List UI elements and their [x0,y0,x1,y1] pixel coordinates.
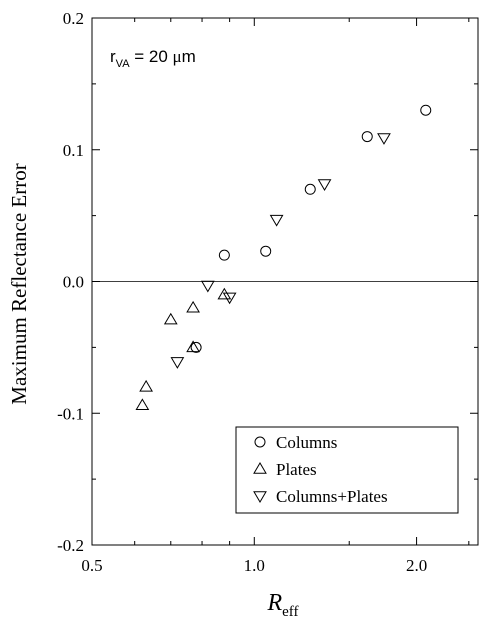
x-axis-title: Reff [266,590,298,620]
data-point-columns [420,104,432,116]
legend-marker-columns-plates [253,491,267,503]
data-point-columns [218,249,230,261]
legend-marker-plates [253,462,267,474]
y-tick-label: -0.2 [57,536,84,555]
annotation-symbol: r [110,47,116,66]
axes: -0.2 -0.1 0.0 0.1 0.2 0.5 1.0 2.0 [57,9,479,575]
data-point-plates [186,340,200,353]
data-point-columns [304,183,316,195]
annotation-subscript: VA [116,58,131,70]
x-tick-label: 1.0 [244,556,265,575]
legend-label-columns: Columns [276,433,337,452]
data-point-columns [260,245,272,257]
x-axis-title-main: R [266,590,282,616]
data-point-plates [186,300,200,313]
data-point-columns-plates [222,292,237,305]
data-point-columns-plates [200,280,215,293]
data-point-plates [135,398,150,411]
data-point-plates [163,312,178,325]
x-tick-label: 2.0 [406,556,427,575]
annotation-equals: = 20 [130,47,173,66]
y-tick-label: -0.1 [57,404,84,423]
data-point-columns [361,131,373,143]
data-point-columns-plates [377,133,391,145]
y-tick-label: 0.0 [63,273,84,292]
y-axis-title: Maximum Reflectance Error [7,163,31,404]
legend: Columns Plates Columns+Plates [235,426,459,514]
legend-marker-columns [254,436,266,448]
legend-box [235,426,459,514]
annotation-rva: rVA = 20 μm [110,47,196,70]
data-point-columns-plates [269,214,284,227]
y-tick-label: 0.2 [63,9,84,28]
data-point-plates [217,287,232,300]
annotation-mu: μ [173,47,182,66]
data-point-columns [190,341,202,353]
x-tick-label: 0.5 [81,556,102,575]
data-point-columns-plates [317,179,332,191]
annotation-unit: m [182,47,196,66]
legend-label-columns-plates: Columns+Plates [276,487,388,506]
y-tick-label: 0.1 [63,141,84,160]
svg-text:rVA = 20 μm: rVA = 20 μm [110,47,196,70]
legend-label-plates: Plates [276,460,317,479]
data-points [135,104,432,411]
data-point-columns-plates [170,357,185,369]
x-axis-title-subscript: eff [282,604,298,620]
data-point-plates [139,379,153,392]
